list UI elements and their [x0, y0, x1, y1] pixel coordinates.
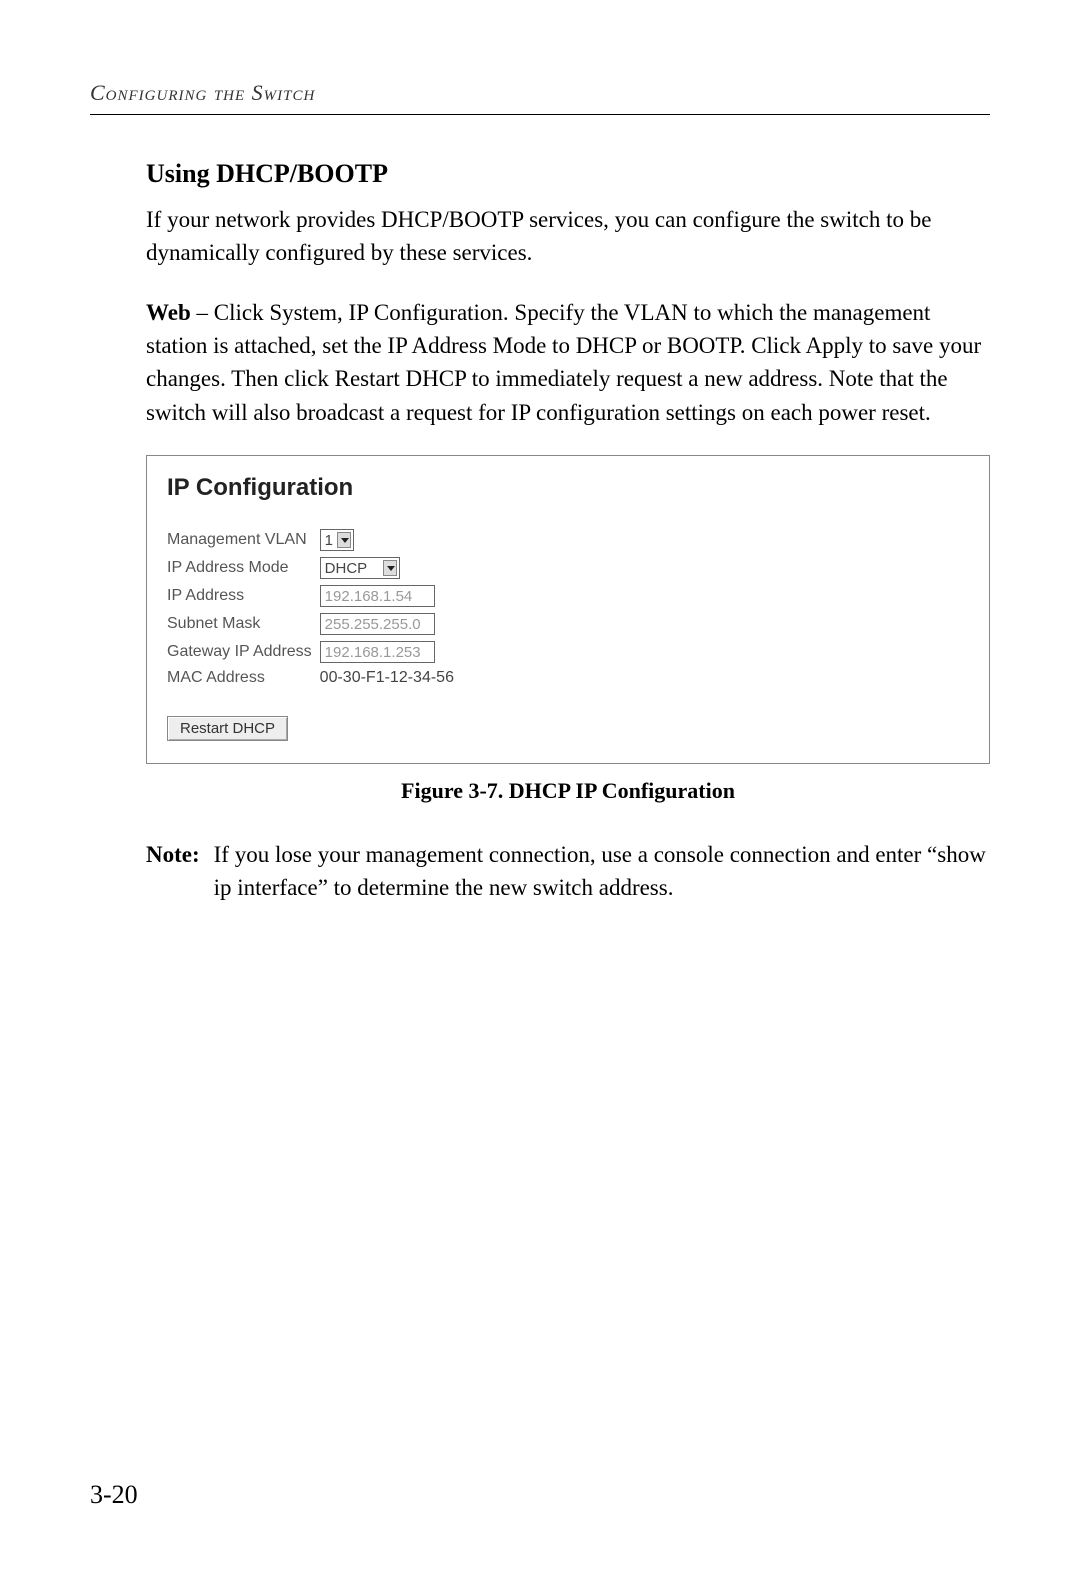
row-mac: MAC Address 00-30-F1-12-34-56 [167, 666, 460, 690]
intro-paragraph: If your network provides DHCP/BOOTP serv… [146, 203, 990, 270]
row-gateway: Gateway IP Address 192.168.1.253 [167, 638, 460, 666]
value-mac: 00-30-F1-12-34-56 [320, 669, 454, 686]
panel-title: IP Configuration [167, 474, 969, 502]
figure-caption: Figure 3-7. DHCP IP Configuration [146, 778, 990, 804]
select-ip-mode[interactable]: DHCP [320, 557, 400, 579]
section-body: Using DHCP/BOOTP If your network provide… [146, 159, 990, 905]
input-ip-address[interactable]: 192.168.1.54 [320, 585, 435, 607]
chapter-header: Configuring the Switch [90, 80, 990, 106]
row-subnet: Subnet Mask 255.255.255.0 [167, 610, 460, 638]
label-ip-mode: IP Address Mode [167, 554, 320, 582]
input-gateway[interactable]: 192.168.1.253 [320, 641, 435, 663]
label-ip-address: IP Address [167, 582, 320, 610]
row-ip-address: IP Address 192.168.1.54 [167, 582, 460, 610]
web-label: Web [146, 300, 191, 325]
note-text: If you lose your management connection, … [214, 838, 990, 905]
select-ip-mode-value: DHCP [325, 560, 379, 577]
web-text: – Click System, IP Configuration. Specif… [146, 300, 981, 425]
label-mgmt-vlan: Management VLAN [167, 526, 320, 554]
header-rule [90, 114, 990, 115]
select-mgmt-vlan-value: 1 [325, 532, 333, 549]
note-block: Note: If you lose your management connec… [146, 838, 990, 905]
input-subnet[interactable]: 255.255.255.0 [320, 613, 435, 635]
web-paragraph: Web – Click System, IP Configuration. Sp… [146, 296, 990, 429]
section-title: Using DHCP/BOOTP [146, 159, 990, 189]
restart-dhcp-button[interactable]: Restart DHCP [167, 716, 288, 741]
chevron-down-icon [383, 560, 397, 576]
chevron-down-icon [337, 532, 351, 548]
row-mgmt-vlan: Management VLAN 1 [167, 526, 460, 554]
row-ip-mode: IP Address Mode DHCP [167, 554, 460, 582]
ip-config-panel: IP Configuration Management VLAN 1 IP Ad… [146, 455, 990, 764]
label-gateway: Gateway IP Address [167, 638, 320, 666]
label-mac: MAC Address [167, 666, 320, 690]
config-table: Management VLAN 1 IP Address Mode DHCP [167, 526, 460, 690]
label-subnet: Subnet Mask [167, 610, 320, 638]
document-page: Configuring the Switch Using DHCP/BOOTP … [0, 0, 1080, 965]
note-label: Note: [146, 838, 200, 905]
select-mgmt-vlan[interactable]: 1 [320, 529, 354, 551]
page-number: 3-20 [90, 1480, 138, 1510]
